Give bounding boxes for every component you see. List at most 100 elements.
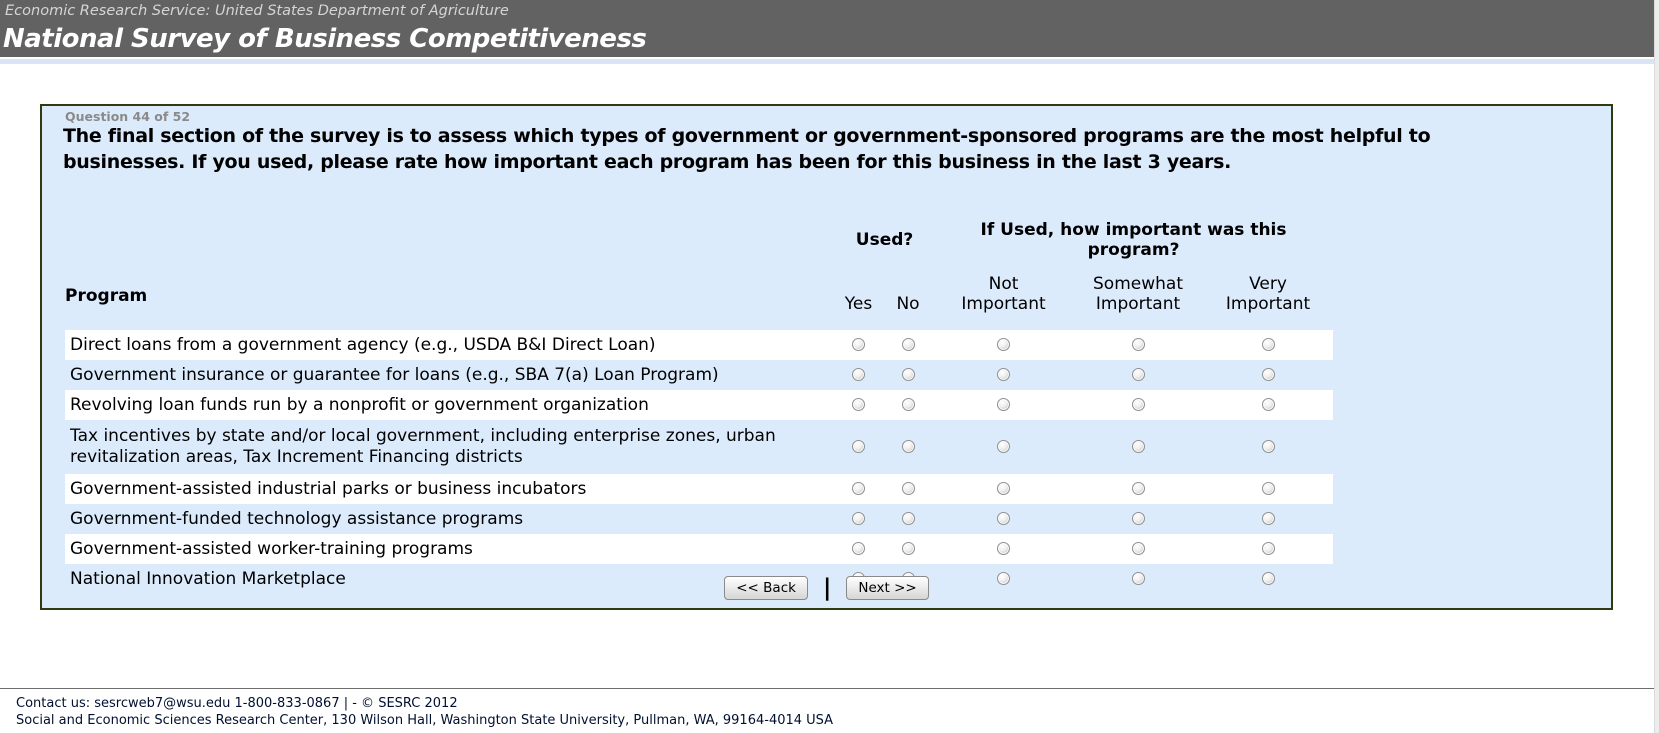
radio-r5-not-important[interactable]	[997, 481, 1011, 495]
yes-column-header: Yes	[844, 294, 873, 314]
table-row-8: National Innovation Marketplace	[65, 564, 1333, 594]
radio-r8-somewhat-important[interactable]	[1131, 571, 1145, 585]
radio-r4-somewhat-important[interactable]	[1131, 439, 1145, 453]
radio-r3-not-important[interactable]	[997, 397, 1011, 411]
radio-r3-somewhat-important[interactable]	[1131, 397, 1145, 411]
radio-r2-somewhat-important[interactable]	[1131, 367, 1145, 381]
very-important-column-header: Very Important	[1203, 260, 1333, 314]
radio-cell	[1073, 360, 1203, 390]
radio-cell	[1203, 420, 1333, 474]
radio-cell	[1073, 474, 1203, 504]
radio-cell	[882, 390, 934, 420]
radio-r2-no[interactable]	[901, 367, 915, 381]
radio-r7-somewhat-important[interactable]	[1131, 541, 1145, 555]
radio-cell	[934, 504, 1073, 534]
program-label: Direct loans from a government agency (e…	[70, 334, 656, 355]
radio-cell	[882, 360, 934, 390]
header-accent-strip	[0, 59, 1659, 64]
radio-r2-yes[interactable]	[852, 367, 865, 381]
radio-cell	[835, 360, 882, 390]
radio-r6-not-important[interactable]	[997, 511, 1011, 525]
radio-r5-somewhat-important[interactable]	[1131, 481, 1145, 495]
radio-cell	[1203, 474, 1333, 504]
program-label: Government insurance or guarantee for lo…	[70, 364, 719, 385]
radio-r7-no[interactable]	[901, 541, 915, 555]
radio-cell	[1073, 390, 1203, 420]
radio-cell	[1073, 504, 1203, 534]
table-row-3: Revolving loan funds run by a nonprofit …	[65, 390, 1334, 420]
radio-cell	[882, 420, 934, 474]
program-label: Tax incentives by state and/or local gov…	[70, 426, 776, 467]
program-label: Government-funded technology assistance …	[70, 508, 524, 529]
radio-r7-yes[interactable]	[852, 541, 865, 555]
no-column-header: No	[896, 294, 920, 314]
footer-contact: Contact us: sesrcweb7@wsu.edu 1-800-833-…	[16, 696, 458, 711]
radio-r4-yes[interactable]	[852, 439, 865, 453]
radio-cell	[882, 330, 934, 360]
program-label: National Innovation Marketplace	[70, 568, 346, 589]
radio-r6-no[interactable]	[901, 511, 915, 525]
question-panel: Question 44 of 52 The final section of t…	[40, 104, 1613, 610]
back-button[interactable]: << Back	[724, 576, 808, 600]
survey-title: National Survey of Business Competitiven…	[3, 24, 647, 54]
radio-r1-not-important[interactable]	[997, 337, 1011, 351]
radio-cell	[835, 504, 882, 534]
radio-cell	[1203, 504, 1333, 534]
not-important-column-header: Not Important	[934, 260, 1073, 314]
table-row-6: Government-funded technology assistance …	[65, 504, 1333, 534]
radio-cell	[1203, 564, 1333, 594]
radio-r6-very-important[interactable]	[1261, 511, 1275, 525]
group-header-row: Used? If Used, how important was this pr…	[65, 220, 1333, 260]
radio-r3-very-important[interactable]	[1261, 397, 1275, 411]
footer-address: Social and Economic Sciences Research Ce…	[16, 713, 834, 728]
radio-r7-very-important[interactable]	[1261, 541, 1275, 555]
program-label: Government-assisted industrial parks or …	[70, 478, 587, 499]
radio-cell	[1073, 420, 1203, 474]
radio-r1-somewhat-important[interactable]	[1131, 337, 1145, 351]
radio-r5-no[interactable]	[901, 481, 915, 495]
radio-cell	[934, 330, 1073, 360]
radio-r1-no[interactable]	[901, 337, 915, 351]
radio-r6-somewhat-important[interactable]	[1131, 511, 1145, 525]
radio-r4-no[interactable]	[901, 439, 915, 453]
question-text: The final section of the survey is to as…	[63, 125, 1431, 173]
radio-r2-not-important[interactable]	[997, 367, 1011, 381]
radio-r5-very-important[interactable]	[1261, 481, 1275, 495]
radio-r3-yes[interactable]	[852, 397, 865, 411]
radio-cell	[934, 534, 1073, 564]
radio-cell	[835, 420, 882, 474]
somewhat-important-column-header: Somewhat Important	[1073, 260, 1203, 314]
radio-r6-yes[interactable]	[852, 511, 865, 525]
radio-cell	[835, 534, 882, 564]
radio-r8-very-important[interactable]	[1261, 571, 1275, 585]
page-footer: Contact us: sesrcweb7@wsu.edu 1-800-833-…	[0, 688, 1659, 729]
importance-header: If Used, how important was this program?	[980, 220, 1287, 260]
radio-r7-not-important[interactable]	[997, 541, 1011, 555]
button-separator: |	[822, 575, 832, 601]
radio-cell	[835, 474, 882, 504]
radio-r5-yes[interactable]	[852, 481, 865, 495]
radio-cell	[1073, 564, 1203, 594]
radio-r8-not-important[interactable]	[997, 571, 1011, 585]
not-important-label: Not Important	[961, 274, 1046, 314]
radio-r1-yes[interactable]	[852, 337, 865, 351]
radio-r3-no[interactable]	[901, 397, 915, 411]
table-row-1: Direct loans from a government agency (e…	[65, 330, 1334, 360]
radio-cell	[1203, 534, 1333, 564]
program-label: Government-assisted worker-training prog…	[70, 538, 473, 559]
radio-cell	[934, 360, 1073, 390]
program-label: Revolving loan funds run by a nonprofit …	[70, 394, 649, 415]
radio-r1-very-important[interactable]	[1261, 337, 1275, 351]
table-row-7: Government-assisted worker-training prog…	[65, 534, 1334, 564]
table-row-4: Tax incentives by state and/or local gov…	[65, 420, 1333, 474]
scrollbar-track[interactable]	[1654, 0, 1659, 733]
somewhat-important-label: Somewhat Important	[1093, 274, 1183, 314]
radio-cell	[1203, 330, 1333, 360]
next-button[interactable]: Next >>	[846, 576, 929, 600]
radio-r4-not-important[interactable]	[997, 439, 1011, 453]
radio-r2-very-important[interactable]	[1261, 367, 1275, 381]
table-row-5: Government-assisted industrial parks or …	[65, 474, 1334, 504]
radio-r4-very-important[interactable]	[1261, 439, 1275, 453]
radio-cell	[934, 564, 1073, 594]
radio-cell	[835, 330, 882, 360]
